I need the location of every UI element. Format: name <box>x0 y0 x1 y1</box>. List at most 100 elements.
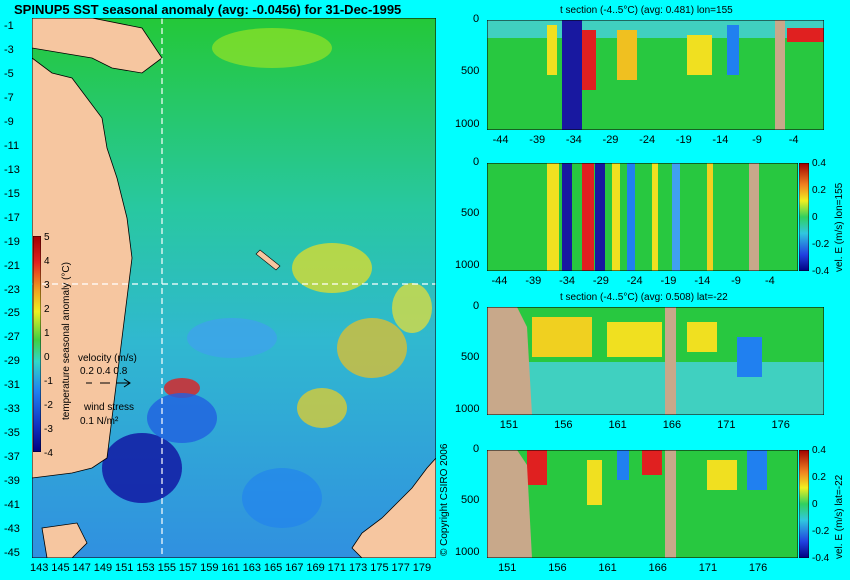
section3-x-tick: 161 <box>608 419 627 431</box>
section2-x-tick: -4 <box>764 275 775 287</box>
sst-map <box>32 18 436 558</box>
map-y-tick: -21 <box>4 259 20 272</box>
wind-legend-title: wind stress <box>84 402 135 413</box>
tasmania-land <box>41 522 88 558</box>
velocity-legend-title: velocity (m/s) <box>78 353 137 364</box>
section2-y-tick: 0 <box>473 156 480 168</box>
section1-x-tick: -14 <box>712 134 729 146</box>
map-y-tick: -37 <box>4 451 20 464</box>
section2-x-tick: -29 <box>592 275 609 287</box>
section2-y-tick: 500 <box>461 207 480 220</box>
section2-x-tick: -44 <box>491 275 508 287</box>
map-y-tick: -45 <box>4 547 20 559</box>
section2-colorbar-label: vel. E (m/s) lon=155 <box>834 182 845 272</box>
section2-colorbar-tick: -0.2 <box>812 239 830 250</box>
section4-x-tick: 161 <box>598 562 617 574</box>
map-colorbar-tick: 5 <box>44 232 50 243</box>
section2-x-tick: -14 <box>694 275 711 287</box>
section4-plot <box>487 450 798 558</box>
map-colorbar-tick: -4 <box>44 448 53 459</box>
section4-x-tick: 151 <box>498 562 517 574</box>
section4-colorbar-tick: 0.2 <box>812 472 826 483</box>
wind-legend-value: 0.1 N/m² <box>80 416 119 427</box>
section1-x-tick: -4 <box>788 134 799 146</box>
section4-x-tick: 176 <box>748 562 768 574</box>
section2-x-tick: -34 <box>559 275 576 287</box>
section2-colorbar-tick: 0 <box>812 212 818 223</box>
map-x-tick: 155 <box>157 562 176 574</box>
section3-x-tick: 166 <box>662 419 682 431</box>
section3-y-tick: 1000 <box>455 402 480 415</box>
map-title: SPINUP5 SST seasonal anomaly (avg: -0.04… <box>14 2 402 17</box>
map-y-tick: -35 <box>4 427 20 440</box>
section2-x-tick: -19 <box>660 275 677 287</box>
section4-colorbar-tick: -0.4 <box>812 553 830 564</box>
map-colorbar-tick: -1 <box>44 376 53 387</box>
section4-colorbar-tick: -0.2 <box>812 526 830 537</box>
velocity-arrows <box>86 378 131 388</box>
map-x-tick: 143 <box>30 562 49 574</box>
section3-x-tick: 151 <box>499 419 519 431</box>
map-y-tick: -3 <box>4 43 14 56</box>
map-x-tick: 145 <box>51 562 70 574</box>
map-x-tick: 171 <box>327 562 347 574</box>
map-y-tick: -27 <box>4 331 20 344</box>
section2-colorbar-tick: -0.4 <box>812 266 830 277</box>
section2-x-tick: -39 <box>525 275 542 287</box>
map-colorbar-tick: 0 <box>44 352 50 363</box>
map-y-tick: -39 <box>4 475 20 488</box>
map-y-tick: -19 <box>4 235 20 248</box>
section2-colorbar <box>799 163 809 271</box>
section2-y-tick: 1000 <box>455 258 480 271</box>
map-colorbar-tick: 1 <box>44 328 50 339</box>
map-x-tick: 177 <box>391 562 410 574</box>
section2-x-tick: -24 <box>626 275 643 287</box>
map-x-tick: 179 <box>412 562 432 574</box>
map-colorbar-tick: -3 <box>44 424 53 435</box>
section1-plot <box>487 20 824 130</box>
section1-y-tick: 500 <box>461 65 480 78</box>
map-y-tick: -29 <box>4 355 20 368</box>
section4-x-tick: 156 <box>548 562 567 574</box>
map-x-tick: 167 <box>285 562 304 574</box>
section3-title: t section (-4..5°C) (avg: 0.508) lat=-22 <box>560 292 728 303</box>
section1-x-tick: -19 <box>675 134 692 146</box>
section1-x-tick: -29 <box>602 134 619 146</box>
section1-y-tick: 0 <box>473 13 480 25</box>
map-y-tick: -25 <box>4 307 20 320</box>
section1-x-tick: -44 <box>492 134 509 146</box>
map-colorbar-tick: 2 <box>44 304 50 315</box>
section4-y-tick: 500 <box>461 494 480 507</box>
map-y-tick: -11 <box>4 139 20 152</box>
map-x-tick: 151 <box>115 562 134 574</box>
new-caledonia-land <box>255 249 281 271</box>
map-x-tick: 175 <box>370 562 389 574</box>
map-y-tick: -9 <box>4 115 14 128</box>
copyright-text: © Copyright CSIRO 2006 <box>439 443 450 556</box>
section2-colorbar-tick: 0.4 <box>812 158 826 169</box>
section1-y-tick: 1000 <box>455 117 480 130</box>
map-colorbar-tick: 3 <box>44 280 50 291</box>
section4-y-tick: 0 <box>473 443 480 455</box>
section4-x-tick: 171 <box>698 562 718 574</box>
velocity-legend-values: 0.2 0.4 0.8 <box>80 366 128 377</box>
map-colorbar-tick: -2 <box>44 400 53 411</box>
section4-colorbar <box>799 450 809 558</box>
section2-plot <box>487 163 798 271</box>
map-y-tick: -43 <box>4 523 20 536</box>
map-y-tick: -15 <box>4 187 20 200</box>
map-x-tick: 161 <box>221 562 240 574</box>
section4-colorbar-label: vel. E (m/s) lat=-22 <box>834 474 845 559</box>
section3-x-tick: 176 <box>771 419 790 431</box>
map-y-tick: -31 <box>4 379 20 392</box>
map-y-tick: -13 <box>4 163 20 176</box>
map-x-tick: 149 <box>93 562 113 574</box>
new-guinea-land <box>32 18 163 74</box>
map-y-tick: -23 <box>4 283 20 296</box>
map-y-tick: -7 <box>4 91 14 104</box>
section3-x-tick: 171 <box>717 419 736 431</box>
map-x-tick: 169 <box>306 562 325 574</box>
section3-plot <box>487 307 824 415</box>
australia-land <box>32 57 133 479</box>
map-y-tick: -5 <box>4 67 14 80</box>
